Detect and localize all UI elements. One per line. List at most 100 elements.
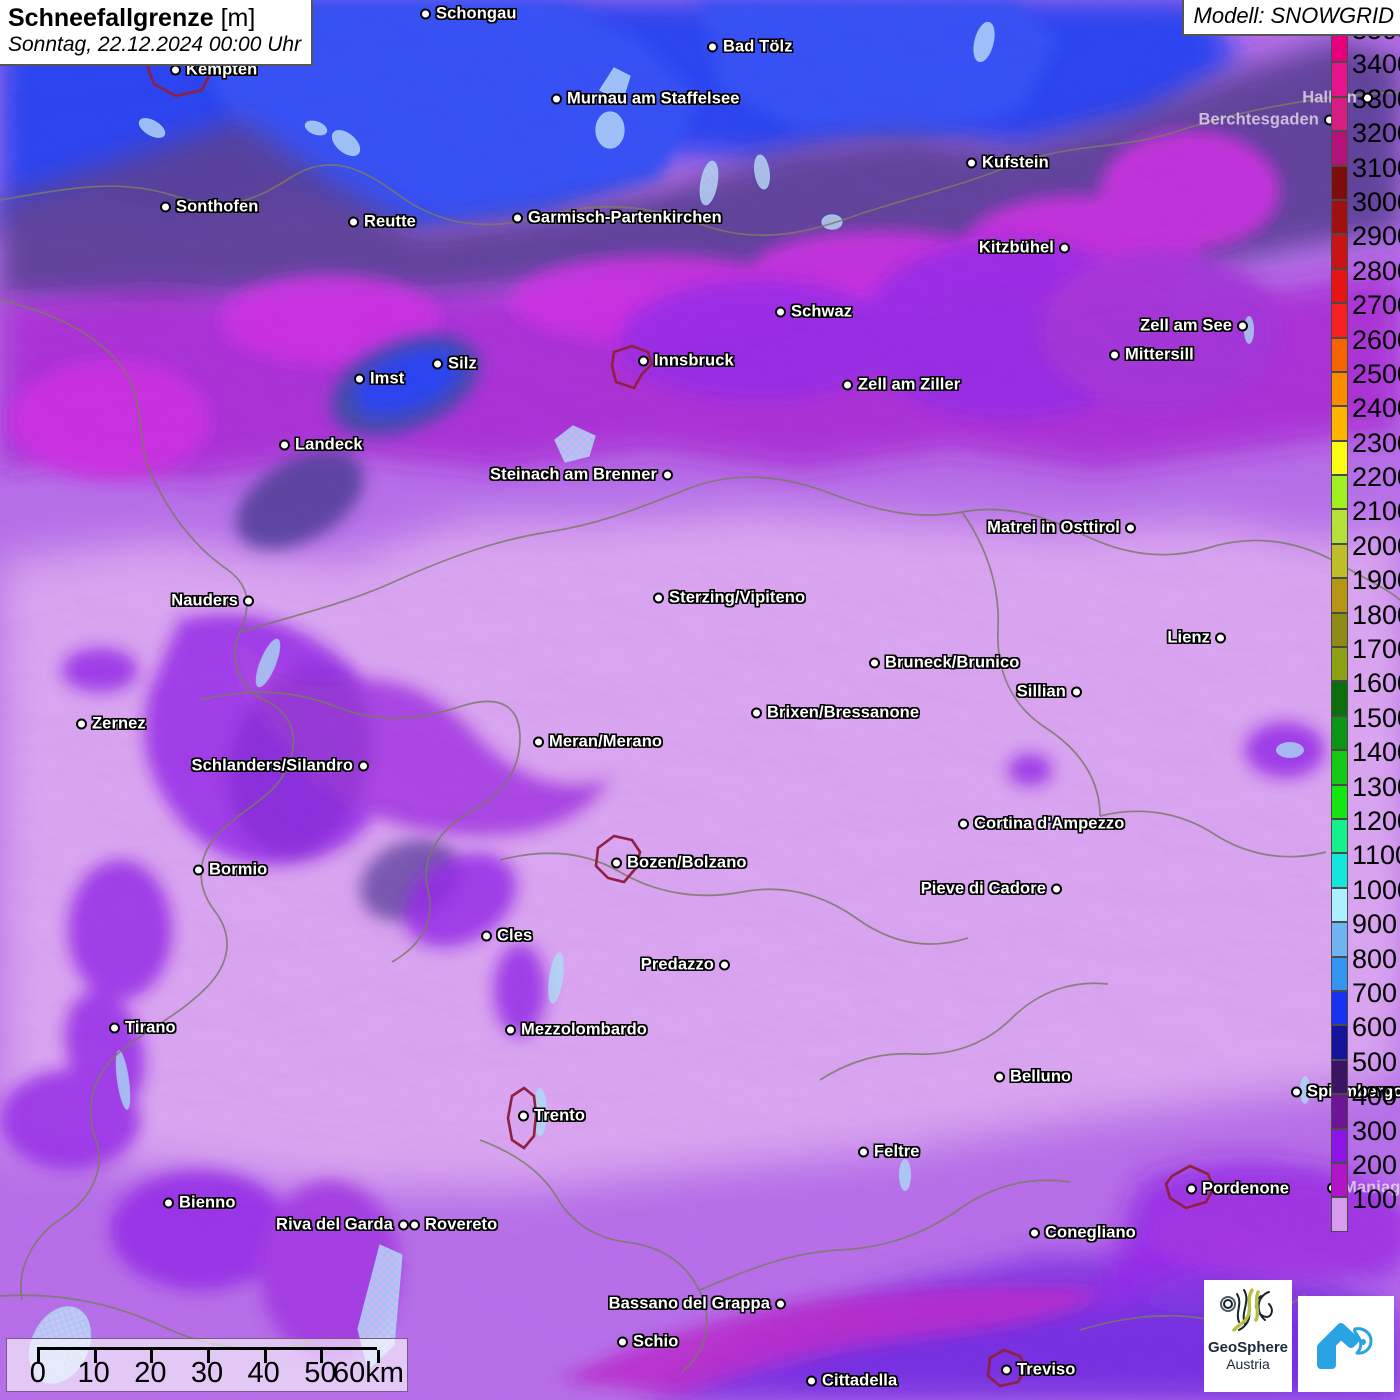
legend-tick-label: 1100 [1352, 840, 1400, 871]
legend-color-swatch [1331, 922, 1348, 957]
scale-tick [37, 1350, 40, 1363]
scale-tick-label: 0 [29, 1357, 46, 1389]
legend-entry: 3000 [1331, 187, 1400, 235]
legend-tick-label: 1600 [1352, 668, 1400, 699]
scale-tick [320, 1350, 324, 1363]
legend-color-swatch [1331, 750, 1348, 785]
legend-color-swatch [1331, 647, 1348, 682]
legend-color-swatch [1331, 1025, 1348, 1060]
snow-mountain-icon [1317, 1323, 1373, 1369]
scale-tick [93, 1350, 97, 1363]
colorbar-legend: 3500340033003200310030002900280027002600… [1331, 15, 1400, 1232]
legend-color-swatch [1331, 887, 1348, 923]
scale-tick-label: 50 [304, 1357, 337, 1389]
scale-tick [207, 1350, 210, 1363]
legend-color-swatch [1331, 1059, 1348, 1095]
legend-entry: 2100 [1331, 496, 1400, 544]
legend-color-swatch [1331, 1162, 1348, 1198]
legend-tick-label: 2900 [1352, 221, 1400, 252]
legend-color-swatch [1331, 681, 1348, 716]
legend-tick-label: 700 [1352, 977, 1398, 1008]
legend-color-swatch [1331, 440, 1348, 476]
legend-entry: 700 [1331, 978, 1397, 1026]
legend-entry: 1900 [1331, 565, 1400, 613]
legend-entry: 2800 [1331, 256, 1400, 304]
legend-color-swatch [1331, 1094, 1348, 1129]
legend-color-swatch [1331, 406, 1348, 441]
legend-tick-label: 3000 [1352, 186, 1400, 217]
legend-entry: 200 [1331, 1150, 1397, 1198]
legend-tick-label: 3400 [1352, 49, 1400, 80]
model-label: Modell: SNOWGRID [1181, 0, 1400, 36]
legend-tick-label: 100 [1352, 1184, 1398, 1215]
geosphere-logo-line1: GeoSphere [1207, 1339, 1289, 1356]
legend-tick-label: 2000 [1352, 530, 1400, 561]
legend-entry: 1200 [1331, 806, 1400, 854]
legend-color-swatch [1331, 578, 1348, 613]
legend-entry: 1600 [1331, 668, 1400, 716]
title-parameter: Schneefallgrenze [8, 4, 214, 32]
legend-tick-label: 300 [1352, 1115, 1398, 1146]
legend-entry: 3100 [1331, 153, 1400, 200]
legend-tick-label: 1900 [1352, 565, 1400, 596]
legend-color-swatch [1331, 1128, 1348, 1163]
legend-tick-label: 2600 [1352, 324, 1400, 355]
legend-color-swatch [1331, 234, 1348, 269]
legend-color-swatch [1331, 371, 1348, 407]
legend-entry: 2000 [1331, 531, 1400, 579]
scale-tick-label: 10 [77, 1357, 110, 1389]
legend-entry: 2300 [1331, 428, 1400, 476]
legend-color-swatch [1331, 853, 1348, 888]
legend-entry: 1100 [1331, 840, 1400, 888]
legend-color-swatch [1331, 543, 1348, 579]
forecast-timestamp: Sonntag, 22.12.2024 00:00 Uhr [8, 33, 302, 56]
scale-tick-label: 40 [247, 1357, 280, 1389]
legend-entry: 3400 [1331, 49, 1400, 97]
legend-color-swatch [1331, 1197, 1348, 1232]
scale-tick-label: 60km [333, 1357, 404, 1389]
legend-entry: 1800 [1331, 600, 1400, 648]
geosphere-mark-icon [1220, 1288, 1273, 1332]
legend-color-swatch [1331, 62, 1348, 97]
legend-color-swatch [1331, 612, 1348, 648]
legend-color-swatch [1331, 268, 1348, 304]
legend-entry: 2500 [1331, 359, 1400, 407]
legend-tick-label: 500 [1352, 1046, 1398, 1077]
legend-tick-label: 2100 [1352, 496, 1400, 527]
legend-color-swatch [1331, 199, 1348, 235]
legend-tick-label: 2700 [1352, 290, 1400, 321]
legend-color-swatch [1331, 337, 1348, 372]
scale-tick [263, 1350, 267, 1363]
scale-tick [150, 1350, 154, 1363]
legend-color-swatch [1331, 784, 1348, 819]
legend-entry: 2700 [1331, 290, 1400, 338]
legend-color-swatch [1331, 956, 1348, 991]
legend-entry: 2200 [1331, 462, 1400, 510]
map-title-box: Schneefallgrenze [m] Sonntag, 22.12.2024… [0, 0, 314, 66]
page-title: Schneefallgrenze [m] [8, 4, 301, 32]
legend-tick-label: 900 [1352, 909, 1398, 940]
legend-color-swatch [1331, 818, 1348, 854]
geosphere-logo-line2: Austria [1226, 1356, 1270, 1372]
legend-color-swatch [1331, 990, 1348, 1026]
legend-tick-label: 1400 [1352, 737, 1400, 768]
legend-tick-label: 2500 [1352, 358, 1400, 389]
legend-entry: 500 [1331, 1047, 1397, 1095]
legend-entry: 2600 [1331, 325, 1400, 372]
legend-tick-label: 1300 [1352, 771, 1400, 802]
snow-mountain-logo[interactable] [1298, 1296, 1394, 1392]
legend-entry: 1700 [1331, 634, 1400, 682]
legend-tick-label: 200 [1352, 1149, 1398, 1180]
geosphere-austria-logo[interactable]: GeoSphere Austria [1204, 1280, 1292, 1392]
legend-tick-label: 1800 [1352, 599, 1400, 630]
legend-entry: 1400 [1331, 737, 1400, 785]
map-scale-bar: 0 10 20 30 40 50 60km [6, 1338, 408, 1392]
legend-entry: 100 [1331, 1184, 1397, 1232]
legend-tick-label: 400 [1352, 1081, 1398, 1112]
